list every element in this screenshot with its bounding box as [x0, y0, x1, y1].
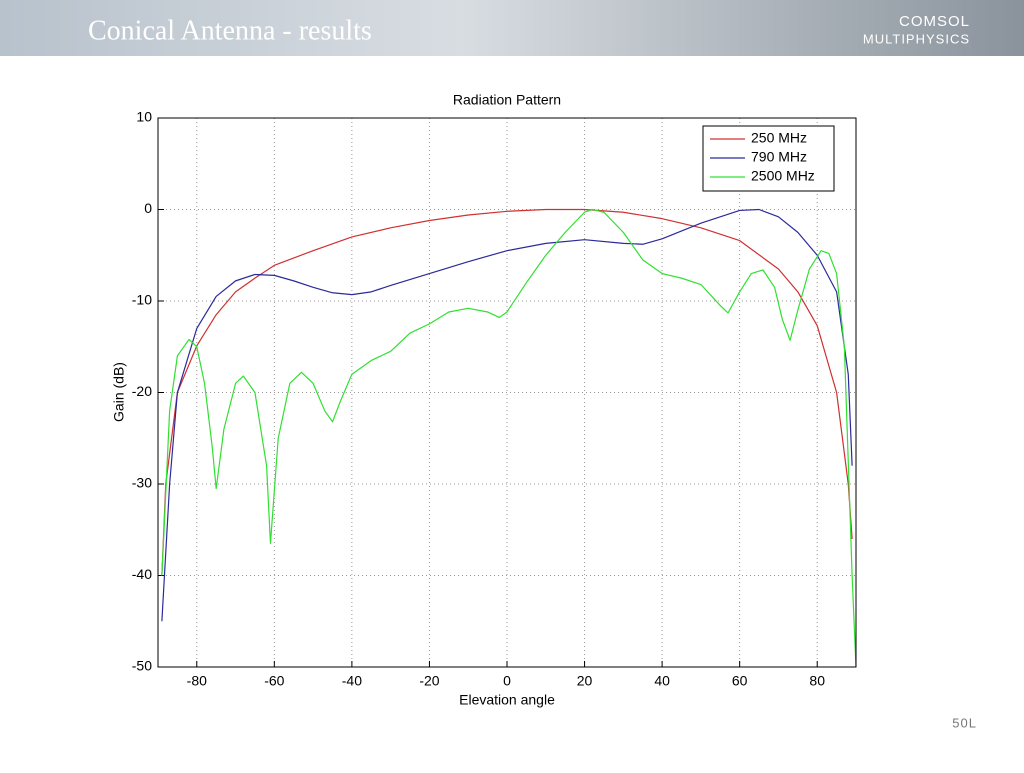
y-tick-label: 10 — [136, 109, 152, 125]
header-band — [0, 0, 1024, 56]
footer-mark: 50L — [952, 715, 977, 730]
chart-title: Radiation Pattern — [453, 92, 561, 108]
x-tick-label: -40 — [342, 673, 362, 689]
y-tick-label: -20 — [132, 383, 152, 399]
series-line — [161, 208, 856, 667]
y-tick-label: -50 — [132, 658, 152, 674]
x-tick-label: 80 — [809, 673, 825, 689]
series-line — [161, 208, 853, 622]
y-axis-label: Gain (dB) — [111, 362, 127, 422]
x-tick-label: 0 — [503, 673, 511, 689]
y-tick-label: -30 — [132, 475, 152, 491]
lines — [161, 208, 856, 667]
x-axis-label: Elevation angle — [459, 692, 555, 708]
x-tick-label: -60 — [264, 673, 284, 689]
legend-label: 790 MHz — [751, 149, 807, 165]
y-tick-label: 0 — [144, 200, 152, 216]
series-line — [161, 208, 853, 576]
logo-bottom: MULTIPHYSICS — [863, 31, 970, 46]
legend-label: 2500 MHz — [751, 168, 815, 184]
x-tick-label: -80 — [187, 673, 207, 689]
plot-frame — [157, 117, 857, 668]
y-tick-label: -10 — [132, 292, 152, 308]
x-tick-label: 40 — [654, 673, 670, 689]
legend: 250 MHz 790 MHz 2500 MHz — [702, 125, 835, 192]
x-tick-label: 20 — [577, 673, 593, 689]
legend-label: 250 MHz — [751, 130, 807, 146]
x-tick-label: -20 — [419, 673, 439, 689]
slide-title: Conical Antenna - results — [88, 15, 372, 46]
logo-top: COMSOL — [899, 13, 970, 30]
grid — [158, 117, 856, 668]
y-tick-label: -40 — [132, 566, 152, 582]
x-tick-label: 60 — [732, 673, 748, 689]
